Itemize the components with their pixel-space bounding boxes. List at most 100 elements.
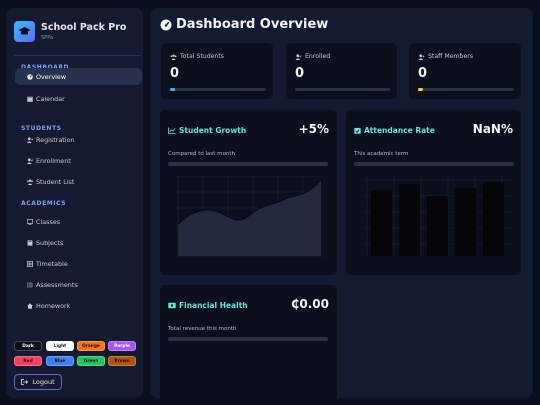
brand-subtitle: SPPa bbox=[41, 35, 54, 41]
dashboard-icon bbox=[160, 19, 172, 30]
user-plus-icon bbox=[27, 136, 33, 143]
sidebar-item-overview[interactable]: Overview bbox=[15, 68, 142, 85]
sidebar-item-label: Assessments bbox=[36, 280, 78, 289]
progress-track bbox=[170, 88, 266, 91]
theme-label: Blue bbox=[54, 358, 66, 364]
sidebar-item-label: Student List bbox=[36, 177, 75, 186]
section-academics: ACADEMICS bbox=[21, 200, 67, 207]
stat-card-enrolled: Enrolled 0 bbox=[286, 43, 397, 99]
attendance-card: Attendance Rate NaN% This academic term bbox=[346, 110, 521, 275]
chart-title: Financial Health bbox=[168, 301, 248, 310]
attendance-bar-chart bbox=[364, 176, 514, 256]
theme-orange-button[interactable]: Orange bbox=[77, 341, 105, 351]
stat-label-text: Total Students bbox=[180, 53, 224, 60]
money-icon bbox=[168, 302, 176, 309]
attendance-bar bbox=[371, 190, 392, 256]
calendar-icon bbox=[27, 96, 33, 102]
growth-line-chart bbox=[173, 176, 325, 257]
chart-title-text: Attendance Rate bbox=[364, 126, 435, 135]
sidebar-item-classes[interactable]: Classes bbox=[15, 213, 142, 230]
page-title-text: Dashboard Overview bbox=[176, 17, 329, 32]
chart-subtitle: This academic term bbox=[354, 151, 409, 157]
chart-subtitle: Compared to last month bbox=[168, 151, 235, 157]
attendance-bar bbox=[427, 196, 448, 256]
theme-purple-button[interactable]: Purple bbox=[108, 341, 136, 351]
logout-button[interactable]: Logout bbox=[14, 374, 62, 390]
progress-track bbox=[418, 88, 514, 91]
monitor-icon bbox=[27, 218, 33, 225]
logout-label: Logout bbox=[32, 378, 55, 386]
stat-value: 0 bbox=[170, 66, 180, 81]
users-icon bbox=[170, 54, 177, 60]
chart-subtitle: Total revenue this month bbox=[168, 326, 237, 332]
stat-value: 0 bbox=[295, 66, 305, 81]
sidebar-item-enrollment[interactable]: Enrollment bbox=[15, 152, 142, 169]
brand-title: School Pack Pro bbox=[41, 22, 127, 33]
theme-light-button[interactable]: Light bbox=[46, 341, 74, 351]
stat-card-staff-members: Staff Members 0 bbox=[409, 43, 521, 99]
chart-progress-track bbox=[354, 162, 514, 166]
home-icon bbox=[27, 302, 33, 309]
sidebar-item-assessments[interactable]: Assessments bbox=[15, 276, 142, 293]
sidebar-item-label: Timetable bbox=[36, 259, 68, 268]
attendance-value: NaN% bbox=[472, 122, 513, 136]
progress-track bbox=[295, 88, 390, 91]
sidebar-item-homework[interactable]: Homework bbox=[15, 297, 142, 314]
sidebar-item-label: Classes bbox=[36, 217, 61, 226]
theme-label: Dark bbox=[22, 343, 34, 349]
chart-progress-track bbox=[168, 162, 328, 166]
theme-label: Light bbox=[53, 343, 67, 349]
chart-progress-track bbox=[168, 337, 328, 341]
calendar-check-icon bbox=[354, 127, 361, 134]
brand[interactable]: School Pack Pro SPPa bbox=[14, 21, 138, 43]
stat-value: 0 bbox=[418, 66, 428, 81]
theme-label: Red bbox=[23, 358, 33, 364]
section-students: STUDENTS bbox=[21, 125, 62, 132]
stat-label: Total Students bbox=[170, 53, 224, 60]
sidebar: School Pack Pro SPPa DASHBOARD Overview … bbox=[6, 8, 143, 398]
theme-green-button[interactable]: Green bbox=[77, 356, 105, 366]
theme-blue-button[interactable]: Blue bbox=[46, 356, 74, 366]
progress-fill bbox=[170, 88, 175, 91]
list-icon bbox=[27, 282, 33, 287]
book-icon bbox=[27, 239, 33, 246]
stat-label: Staff Members bbox=[418, 53, 473, 60]
sidebar-item-label: Calendar bbox=[36, 94, 65, 103]
theme-label: Purple bbox=[114, 343, 130, 349]
sidebar-item-label: Subjects bbox=[36, 238, 64, 247]
sidebar-item-label: Homework bbox=[36, 301, 71, 310]
stat-label-text: Staff Members bbox=[428, 53, 474, 60]
theme-red-button[interactable]: Red bbox=[14, 356, 42, 366]
theme-label: Green bbox=[83, 358, 99, 364]
user-check-icon bbox=[295, 53, 302, 60]
theme-brown-button[interactable]: Brown bbox=[108, 356, 136, 366]
sidebar-item-student-list[interactable]: Student List bbox=[15, 173, 142, 190]
sidebar-item-label: Enrollment bbox=[36, 156, 71, 165]
theme-label: Orange bbox=[82, 343, 100, 349]
stat-card-total-students: Total Students 0 bbox=[161, 43, 273, 99]
stat-label: Enrolled bbox=[295, 53, 330, 60]
sidebar-item-registration[interactable]: Registration bbox=[15, 131, 142, 148]
sidebar-item-calendar[interactable]: Calendar bbox=[15, 90, 142, 107]
attendance-bar bbox=[399, 184, 420, 256]
attendance-bar bbox=[483, 182, 504, 256]
sidebar-divider bbox=[14, 55, 141, 56]
section-dashboard: DASHBOARD bbox=[21, 64, 69, 71]
growth-value: +5% bbox=[298, 122, 329, 136]
theme-dark-button[interactable]: Dark bbox=[14, 341, 42, 351]
users-icon bbox=[27, 179, 33, 185]
chart-title: Student Growth bbox=[168, 126, 246, 135]
student-growth-card: Student Growth +5% Compared to last mont… bbox=[160, 110, 337, 275]
theme-label: Brown bbox=[114, 358, 130, 364]
progress-fill bbox=[418, 88, 423, 91]
financial-health-card: Financial Health ₵0.00 Total revenue thi… bbox=[160, 285, 337, 398]
sidebar-item-label: Registration bbox=[36, 135, 75, 144]
logout-icon bbox=[21, 379, 29, 385]
finance-value: ₵0.00 bbox=[291, 297, 329, 311]
sidebar-item-timetable[interactable]: Timetable bbox=[15, 255, 142, 272]
sidebar-item-subjects[interactable]: Subjects bbox=[15, 234, 142, 251]
graduation-cap-icon bbox=[14, 21, 35, 42]
user-plus-icon bbox=[418, 53, 425, 60]
line-chart-icon bbox=[168, 127, 176, 134]
chart-title: Attendance Rate bbox=[354, 126, 435, 135]
